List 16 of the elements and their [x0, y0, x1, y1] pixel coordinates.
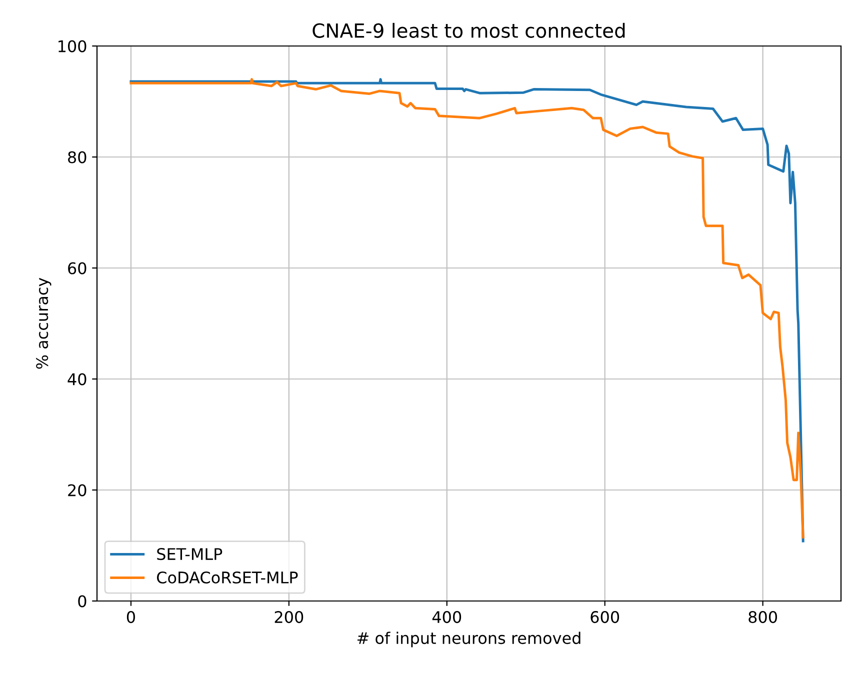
x-tick-label: 0 — [126, 611, 135, 624]
y-tick-label: 100 — [58, 40, 86, 52]
x-tick-label: 600 — [590, 611, 620, 624]
x-tick-label: 800 — [748, 611, 777, 624]
y-tick-label: 40 — [68, 373, 86, 386]
x-axis-title: # of input neurons removed — [358, 632, 580, 648]
y-tick-label: 80 — [68, 151, 86, 164]
x-tick-label: 400 — [432, 611, 462, 624]
y-axis-title: % accuracy — [36, 278, 52, 369]
chart-title: CNAE-9 least to most connected — [312, 22, 625, 38]
legend-label: SET-MLP — [157, 548, 222, 560]
y-tick-label: 20 — [68, 484, 86, 496]
y-tick-label: 0 — [78, 595, 86, 608]
x-tick-label: 200 — [274, 611, 304, 624]
legend-label: CoDACoRSET-MLP — [156, 571, 298, 584]
y-tick-label: 60 — [68, 262, 86, 274]
